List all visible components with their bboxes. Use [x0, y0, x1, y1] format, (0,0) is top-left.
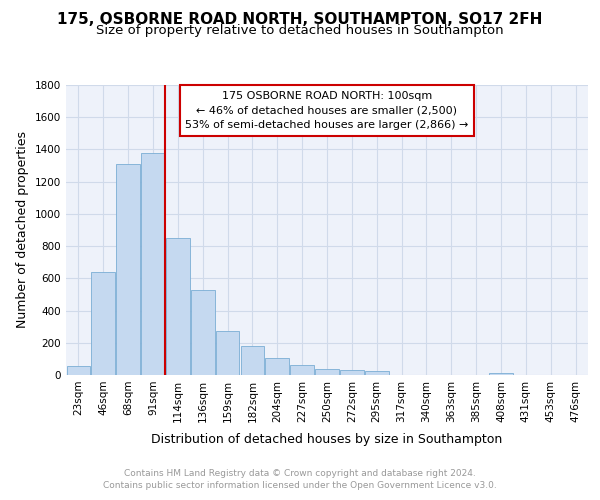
Bar [290, 364, 314, 375]
Text: Size of property relative to detached houses in Southampton: Size of property relative to detached ho… [96, 24, 504, 37]
Bar [91, 272, 115, 375]
Bar [365, 372, 389, 375]
Bar [216, 330, 239, 375]
Text: 175 OSBORNE ROAD NORTH: 100sqm
← 46% of detached houses are smaller (2,500)
53% : 175 OSBORNE ROAD NORTH: 100sqm ← 46% of … [185, 91, 469, 130]
Bar [489, 372, 513, 375]
Bar [166, 238, 190, 375]
Bar [340, 370, 364, 375]
Text: 175, OSBORNE ROAD NORTH, SOUTHAMPTON, SO17 2FH: 175, OSBORNE ROAD NORTH, SOUTHAMPTON, SO… [58, 12, 542, 28]
Bar [265, 358, 289, 375]
Y-axis label: Number of detached properties: Number of detached properties [16, 132, 29, 328]
Text: Contains HM Land Registry data © Crown copyright and database right 2024.
Contai: Contains HM Land Registry data © Crown c… [103, 468, 497, 490]
Bar [141, 152, 165, 375]
Bar [116, 164, 140, 375]
Bar [67, 366, 90, 375]
X-axis label: Distribution of detached houses by size in Southampton: Distribution of detached houses by size … [151, 433, 503, 446]
Bar [241, 346, 264, 375]
Bar [315, 369, 339, 375]
Bar [191, 290, 215, 375]
